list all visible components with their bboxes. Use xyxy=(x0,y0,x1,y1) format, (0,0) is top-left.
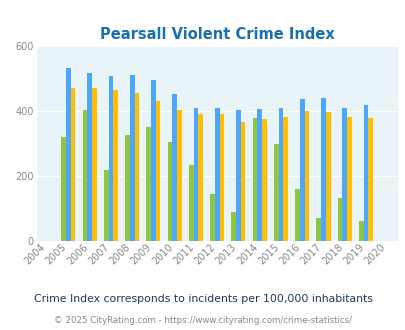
Bar xyxy=(273,144,278,241)
Bar xyxy=(325,112,330,241)
Bar xyxy=(188,165,193,241)
Bar xyxy=(231,212,236,241)
Bar xyxy=(337,198,341,241)
Bar xyxy=(134,93,139,241)
Bar xyxy=(341,108,346,241)
Bar xyxy=(214,108,219,241)
Bar xyxy=(283,116,287,241)
Text: © 2025 CityRating.com - https://www.cityrating.com/crime-statistics/: © 2025 CityRating.com - https://www.city… xyxy=(54,316,351,325)
Bar xyxy=(70,88,75,241)
Bar xyxy=(104,170,108,241)
Bar xyxy=(294,189,299,241)
Bar xyxy=(146,127,151,241)
Bar xyxy=(167,142,172,241)
Bar xyxy=(219,114,224,241)
Bar xyxy=(108,76,113,241)
Bar xyxy=(130,75,134,241)
Bar xyxy=(193,108,198,241)
Bar xyxy=(315,218,320,241)
Bar xyxy=(367,118,372,241)
Legend: Pearsall, Texas, National: Pearsall, Texas, National xyxy=(107,329,326,330)
Bar xyxy=(210,194,214,241)
Bar xyxy=(257,110,261,241)
Bar xyxy=(87,73,92,241)
Bar xyxy=(278,108,283,241)
Bar xyxy=(151,80,156,241)
Bar xyxy=(358,221,363,241)
Bar xyxy=(346,117,351,241)
Bar xyxy=(236,110,240,241)
Title: Pearsall Violent Crime Index: Pearsall Violent Crime Index xyxy=(100,27,334,42)
Bar xyxy=(66,68,70,241)
Bar xyxy=(61,137,66,241)
Bar xyxy=(125,135,130,241)
Bar xyxy=(172,94,177,241)
Text: Crime Index corresponds to incidents per 100,000 inhabitants: Crime Index corresponds to incidents per… xyxy=(34,294,371,304)
Bar xyxy=(261,119,266,241)
Bar xyxy=(83,110,87,241)
Bar xyxy=(299,99,304,241)
Bar xyxy=(92,88,96,241)
Bar xyxy=(252,118,257,241)
Bar xyxy=(156,101,160,241)
Bar xyxy=(363,105,367,241)
Bar xyxy=(113,90,118,241)
Bar xyxy=(320,98,325,241)
Bar xyxy=(198,114,202,241)
Bar xyxy=(240,122,245,241)
Bar xyxy=(304,111,309,241)
Bar xyxy=(177,110,181,241)
